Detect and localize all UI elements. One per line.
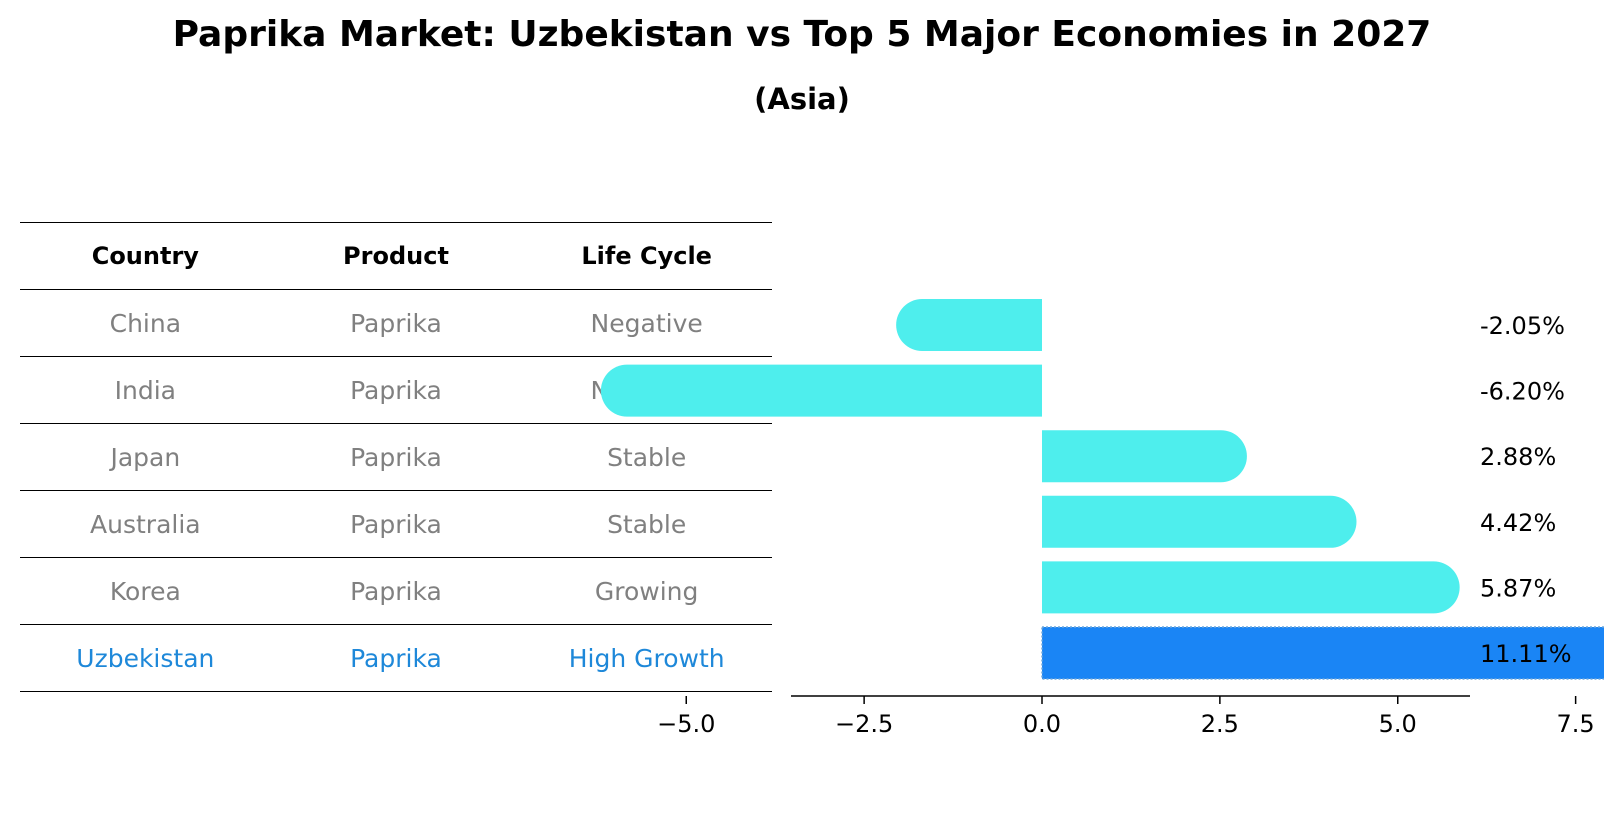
value-label: 4.42% (1480, 509, 1556, 537)
table-row: Australia Paprika Stable (20, 490, 772, 558)
cell-product: Paprika (270, 423, 522, 491)
value-label: -6.20% (1480, 378, 1565, 406)
cell-country: Australia (20, 490, 271, 558)
cell-country: India (20, 356, 271, 424)
x-tick-label: 5.0 (1379, 710, 1417, 738)
header-life-cycle: Life Cycle (521, 222, 772, 290)
value-label: -2.05% (1480, 312, 1565, 340)
bar-india (600, 364, 1042, 417)
bar-japan (1042, 430, 1247, 483)
table-row-highlighted: Uzbekistan Paprika High Growth (20, 624, 772, 692)
x-tick-label: −2.5 (835, 710, 893, 738)
bar-uzbekistan (1041, 626, 1604, 680)
table-header-row: Country Product Life Cycle (20, 222, 772, 290)
bar-australia (1042, 495, 1357, 548)
header-country: Country (20, 222, 271, 290)
cell-country: Uzbekistan (20, 624, 271, 692)
value-label: 11.11% (1480, 640, 1572, 668)
x-tick-label: 0.0 (1023, 710, 1061, 738)
cell-product: Paprika (270, 557, 522, 625)
table-row: Japan Paprika Stable (20, 423, 772, 491)
bar-china (896, 299, 1042, 351)
table-row: Korea Paprika Growing (20, 557, 772, 625)
chart-subtitle: (Asia) (754, 82, 850, 116)
cell-life-cycle: Stable (521, 490, 772, 558)
cell-country: Korea (20, 557, 271, 625)
market-table: Country Product Life Cycle China Paprika… (20, 222, 772, 692)
cell-life-cycle: Negative (521, 289, 772, 357)
header-product: Product (270, 222, 522, 290)
cell-product: Paprika (270, 356, 522, 424)
cell-life-cycle: Stable (521, 423, 772, 491)
cell-product: Paprika (270, 490, 522, 558)
cell-life-cycle: High Growth (521, 624, 772, 692)
bar-korea (1042, 561, 1460, 614)
cell-product: Paprika (270, 624, 522, 692)
table-row: China Paprika Negative (20, 289, 772, 357)
x-tick-label: 2.5 (1201, 710, 1239, 738)
value-label: 2.88% (1480, 443, 1556, 471)
cell-product: Paprika (270, 289, 522, 357)
chart-title: Paprika Market: Uzbekistan vs Top 5 Majo… (172, 14, 1432, 55)
cell-life-cycle: Growing (521, 557, 772, 625)
value-label: 5.87% (1480, 574, 1556, 602)
x-tick-label: −5.0 (657, 710, 715, 738)
cell-country: Japan (20, 423, 271, 491)
x-tick-label: 7.5 (1557, 710, 1595, 738)
cell-country: China (20, 289, 271, 357)
